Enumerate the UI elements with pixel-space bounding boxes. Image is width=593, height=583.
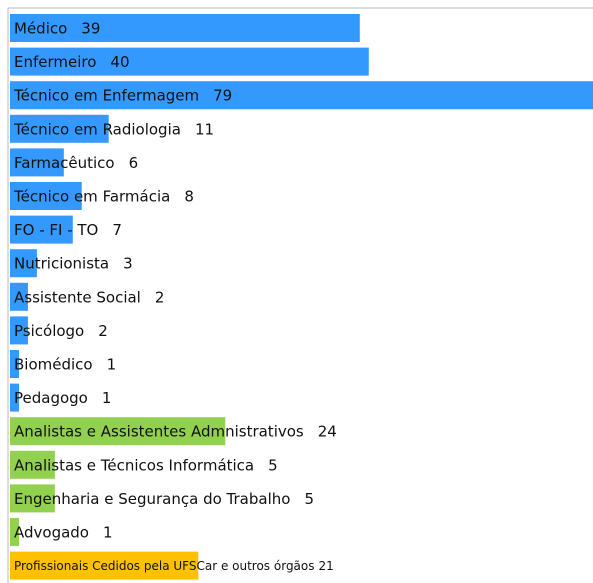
bar — [10, 114, 109, 143]
bar — [10, 282, 28, 311]
bar — [10, 484, 55, 513]
bar — [10, 417, 226, 446]
bar — [10, 14, 360, 42]
bar — [10, 249, 37, 278]
category-label: Assistente Social — [14, 288, 141, 306]
category-label: Enfermeiro — [14, 53, 96, 71]
value-label: 79 — [213, 87, 232, 105]
value-label: 11 — [195, 120, 214, 138]
bar — [10, 182, 82, 210]
bar — [10, 551, 199, 580]
value-label: 7 — [112, 221, 122, 239]
category-label: Pedagogo — [14, 389, 88, 407]
category-label: Médico — [14, 20, 67, 38]
bar — [10, 148, 64, 177]
category-label: Engenharia e Segurança do Trabalho — [14, 490, 290, 508]
bar — [10, 350, 19, 378]
category-label: Analistas e Assistentes Admnistrativos — [14, 423, 304, 441]
category-label: Advogado — [14, 524, 89, 542]
category-label: Nutricionista — [14, 255, 109, 273]
value-label: 5 — [268, 456, 278, 474]
labels: Médico 39 Enfermeiro 40 Técnico em Enfermage… — [13, 20, 337, 574]
bar — [10, 81, 593, 110]
bar — [10, 215, 73, 244]
category-label: Técnico em Farmácia — [13, 188, 170, 206]
value-label: 39 — [81, 20, 100, 38]
category-label: Biomédico — [14, 356, 93, 374]
category-label: Analistas e Técnicos Informática — [14, 456, 254, 474]
value-label: 3 — [123, 255, 133, 273]
category-label: Psicólogo — [14, 322, 84, 340]
value-label: 1 — [102, 389, 112, 407]
bar — [10, 518, 19, 546]
category-label: Técnico em Radiologia — [13, 120, 181, 138]
category-label: Técnico em Enfermagem — [13, 87, 199, 105]
bars — [10, 14, 593, 580]
value-label: 5 — [304, 490, 314, 508]
value-label: 1 — [103, 524, 113, 542]
value-label: 8 — [184, 188, 194, 206]
bar — [10, 450, 55, 479]
value-label: 24 — [318, 423, 337, 441]
value-label: 2 — [155, 288, 165, 306]
bar — [10, 316, 28, 345]
value-label: 6 — [129, 154, 139, 172]
category-label: FO - FI - TO — [14, 221, 98, 239]
value-label: 1 — [107, 356, 117, 374]
value-label: 21 — [319, 559, 334, 573]
bar — [10, 383, 19, 412]
bar — [10, 47, 369, 76]
category-label: Farmacêutico — [14, 154, 115, 172]
value-label: 2 — [98, 322, 108, 340]
value-label: 40 — [110, 53, 129, 71]
category-label: Profissionais Cedidos pela UFSCar e outr… — [14, 559, 315, 573]
